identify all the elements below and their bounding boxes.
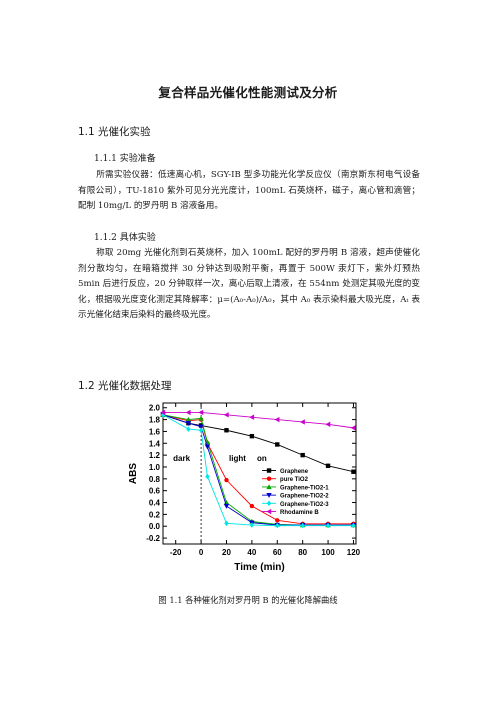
data-point-graphene-tio2-1	[223, 499, 230, 505]
data-point-graphene-tio2-1	[198, 415, 204, 421]
data-point-graphene	[224, 428, 229, 433]
y-tick-label: 1.8	[149, 416, 161, 425]
legend-marker-graphene-tio2-1	[266, 484, 272, 490]
data-point-graphene-tio2-3	[249, 522, 255, 528]
legend-marker-rhodamine-b	[266, 508, 272, 515]
data-point-rhodamine-b	[249, 414, 255, 420]
legend-label-graphene-tio2-2: Graphene-TiO2-2	[280, 494, 329, 500]
legend-label-rhodamine-b: Rhodamine B	[280, 510, 319, 516]
y-tick-label: 2.0	[149, 404, 161, 413]
series-line-graphene	[162, 414, 354, 473]
annotation-light: light	[229, 454, 246, 463]
y-tick-label: 1.2	[149, 451, 161, 460]
x-tick-label: 60	[273, 548, 282, 557]
y-tick-label: -0.2	[146, 534, 160, 543]
legend-marker-graphene-tio2-2	[266, 492, 272, 498]
data-point-graphene-tio2-3	[275, 522, 280, 529]
data-point-rhodamine-b	[274, 416, 280, 423]
data-point-rhodamine-b	[299, 419, 305, 425]
x-tick-label: 40	[247, 548, 256, 557]
y-tick-label: 1.4	[149, 439, 161, 448]
y-tick-label: 0.8	[149, 475, 161, 484]
legend-label-graphene-tio2-3: Graphene-TiO2-3	[280, 502, 329, 508]
series-line-graphene-tio2-3	[162, 414, 354, 527]
data-point-rhodamine-b	[185, 409, 191, 416]
data-point-graphene-tio2-2	[198, 424, 204, 430]
data-point-graphene-tio2-3	[325, 522, 331, 529]
section-heading-1-2: 1.2 光催化数据处理	[78, 380, 172, 392]
data-point-rhodamine-b	[325, 421, 331, 428]
data-point-graphene	[351, 469, 356, 474]
subsection-heading-1-1-2: 1.1.2 具体实验	[94, 233, 156, 243]
y-tick-label: 1.6	[149, 427, 161, 436]
data-point-graphene-tio2-2	[185, 420, 192, 426]
legend-label-pure-tio2: pure TiO2	[280, 477, 309, 483]
y-tick-label: 0.2	[149, 510, 161, 519]
y-tick-label: 0.4	[149, 499, 161, 508]
x-tick-label: 120	[347, 548, 361, 557]
data-point-graphene	[300, 452, 305, 458]
legend-marker-graphene-tio2-3	[266, 500, 272, 507]
data-point-graphene	[275, 442, 280, 447]
data-point-rhodamine-b	[350, 425, 356, 431]
data-point-rhodamine-b	[160, 409, 166, 416]
data-point-graphene-tio2-1	[185, 416, 192, 422]
data-point-rhodamine-b	[198, 409, 204, 416]
y-tick-label: 1.0	[149, 463, 161, 472]
annotation-on: on	[257, 454, 267, 463]
x-axis-label: Time (min)	[234, 562, 284, 573]
y-axis-label: ABS	[128, 463, 139, 484]
paragraph-preparation: 所需实验仪器：低速离心机，SGY-IB 型多功能光化学反应仪（南京斯东柯电气设备…	[78, 168, 420, 215]
legend-marker-pure-tio2	[266, 476, 272, 481]
data-point-graphene-tio2-3	[351, 522, 356, 529]
data-point-graphene	[249, 433, 255, 439]
data-point-graphene-tio2-3	[205, 473, 210, 480]
x-tick-label: 0	[199, 548, 204, 557]
legend-label-graphene: Graphene	[280, 469, 309, 475]
y-tick-label: 0.0	[149, 522, 161, 531]
paragraph-procedure: 称取 20mg 光催化剂到石英烧杯，加入 100mL 配好的罗丹明 B 溶液，超…	[78, 246, 420, 324]
data-point-graphene	[325, 463, 331, 468]
x-tick-label: 20	[222, 548, 231, 557]
figure-caption: 图 1.1 各种催化剂对罗丹明 B 的光催化降解曲线	[158, 595, 338, 605]
data-point-graphene-tio2-2	[204, 444, 211, 450]
data-point-pure-tio2	[249, 503, 255, 509]
data-point-pure-tio2	[275, 518, 280, 523]
data-point-pure-tio2	[224, 477, 229, 483]
degradation-chart: -20 0 20 40 60 80 100 120 -0.2 0.0 0.2 0.4 0.6 0.8 1.0…	[128, 402, 361, 573]
legend-label-graphene-tio2-1: Graphene-TiO2-1	[280, 485, 329, 491]
series-line-graphene-tio2-1	[162, 414, 354, 526]
page-title: 复合样品光催化性能测试及分析	[158, 85, 338, 100]
legend-marker-graphene	[266, 468, 272, 473]
paragraph-procedure-text: 称取 20mg 光催化剂到石英烧杯，加入 100mL 配好的罗丹明 B 溶液，超…	[78, 248, 420, 321]
y-tick-label: 0.6	[149, 487, 161, 496]
data-point-rhodamine-b	[223, 412, 229, 418]
x-tick-label: 80	[298, 548, 307, 557]
x-tick-label: 100	[321, 548, 335, 557]
paragraph-preparation-text: 所需实验仪器：低速离心机，SGY-IB 型多功能光化学反应仪（南京斯东柯电气设备…	[78, 170, 420, 212]
data-point-graphene-tio2-3	[300, 522, 305, 529]
data-point-graphene-tio2-3	[224, 520, 229, 527]
x-tick-label: -20	[170, 548, 182, 557]
series-line-graphene-tio2-2	[162, 414, 354, 526]
series-line-pure-tio2	[162, 414, 354, 525]
data-point-graphene-tio2-3	[186, 426, 191, 432]
plot-frame	[162, 402, 357, 545]
section-heading-1-1: 1.1 光催化实验	[78, 126, 151, 138]
annotation-dark: dark	[173, 454, 190, 463]
data-point-graphene-tio2-2	[223, 503, 230, 509]
subsection-heading-1-1-1: 1.1.1 实验准备	[94, 154, 156, 164]
